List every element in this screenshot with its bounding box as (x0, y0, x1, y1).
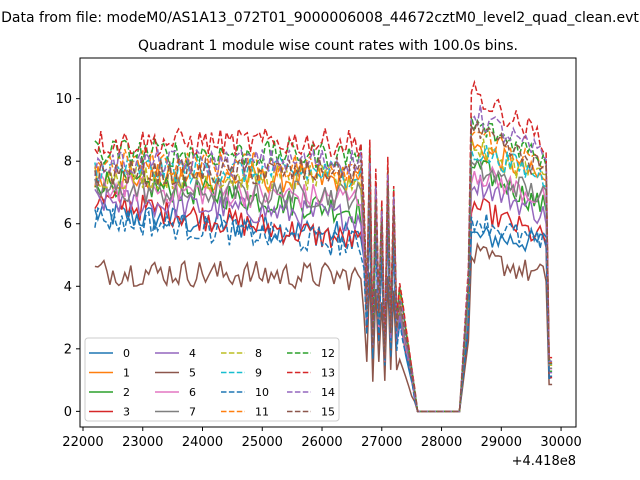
x-axis-offset-text: +4.418e8 (512, 454, 576, 469)
legend-label: 1 (123, 367, 130, 380)
y-tick-label: 0 (64, 405, 72, 420)
series-line-11 (94, 129, 553, 413)
x-tick-label: 23000 (122, 435, 163, 450)
x-tick-label: 27000 (361, 435, 402, 450)
x-axis: 22000 23000 24000 25000 26000 27000 28000 29000… (62, 427, 582, 450)
y-tick-label: 10 (55, 92, 72, 107)
legend-label: 0 (123, 347, 130, 360)
legend-label: 4 (189, 347, 196, 360)
figure-suptitle: Data from file: modeM0/AS1A13_072T01_900… (1, 10, 639, 26)
legend-label: 3 (123, 406, 130, 419)
legend-label: 14 (321, 386, 335, 399)
legend-frame (84, 337, 340, 422)
x-tick-label: 22000 (62, 435, 103, 450)
x-tick-label: 29000 (481, 435, 522, 450)
y-tick-label: 6 (64, 217, 72, 232)
y-tick-label: 2 (64, 342, 72, 357)
y-axis: 0 2 4 6 8 10 (55, 92, 80, 420)
x-tick-label: 26000 (301, 435, 342, 450)
legend-label: 9 (255, 367, 262, 380)
legend-label: 5 (189, 367, 196, 380)
series-line-5 (94, 241, 553, 413)
x-tick-label: 28000 (421, 435, 462, 450)
legend-label: 15 (321, 406, 335, 419)
chart-title: Quadrant 1 module wise count rates with … (138, 38, 518, 54)
series-line-4 (94, 174, 553, 413)
series-line-12 (94, 116, 553, 413)
series-line-7 (94, 158, 553, 413)
legend-label: 6 (189, 386, 196, 399)
y-tick-label: 4 (64, 280, 72, 295)
x-tick-label: 24000 (182, 435, 223, 450)
y-tick-label: 8 (64, 155, 72, 170)
plot-area (79, 57, 577, 428)
legend-label: 10 (255, 386, 269, 399)
x-tick-label: 25000 (242, 435, 283, 450)
legend-label: 8 (255, 347, 262, 360)
series-line-14 (94, 104, 553, 413)
legend-label: 11 (255, 406, 269, 419)
series-line-13 (94, 79, 553, 413)
series-line-6 (94, 165, 553, 413)
legend-label: 13 (321, 367, 335, 380)
legend-label: 12 (321, 347, 335, 360)
series-group (94, 79, 553, 413)
series-line-0 (94, 197, 553, 413)
series-line-9 (94, 144, 553, 413)
x-tick-label: 30000 (540, 435, 581, 450)
legend-label: 7 (189, 406, 196, 419)
legend-label: 2 (123, 386, 130, 399)
axes-frame (79, 57, 577, 428)
series-line-15 (94, 120, 553, 413)
